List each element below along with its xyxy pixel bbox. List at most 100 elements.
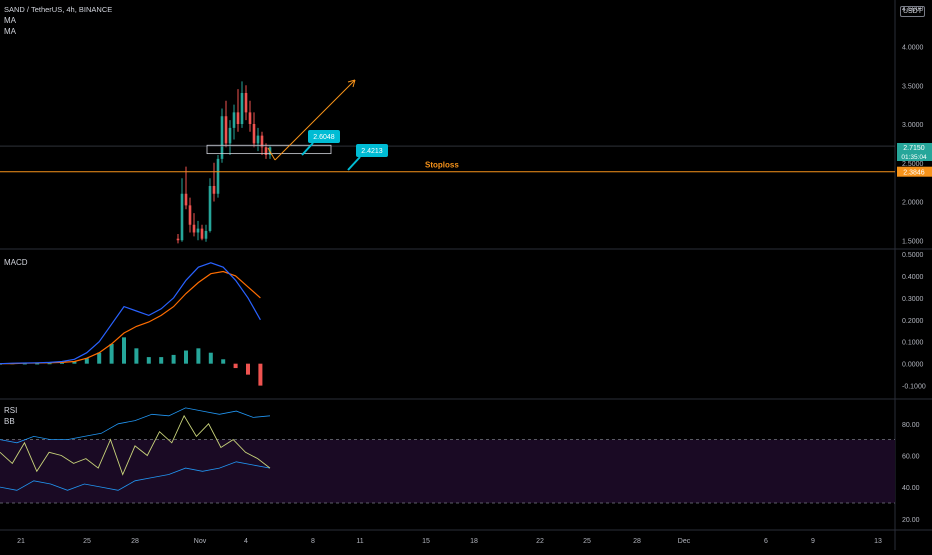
candle [240,93,244,124]
callout-text: 2.6048 [313,134,335,141]
macd-histogram-bar [233,363,238,369]
candle [252,124,256,144]
time-tick: 15 [422,538,430,545]
time-tick: 22 [536,538,544,545]
macd-histogram-bar [171,354,176,364]
candle [256,135,260,144]
candle [228,127,232,144]
macd-tick: 0.1000 [902,340,924,347]
price-tick: 1.5000 [902,238,924,245]
macd-histogram-bar [47,363,52,365]
candle [188,205,192,225]
candle [180,193,184,241]
time-tick: 18 [470,538,478,545]
candle [224,116,228,144]
current-price-value: 2.7150 [903,145,925,152]
candle [236,112,240,124]
ma-legend-1[interactable]: MA [4,16,16,25]
bb-legend[interactable]: BB [4,417,15,426]
macd-histogram-bar [208,352,213,364]
price-tick: 3.0000 [902,122,924,129]
macd-histogram-bar [97,352,102,364]
macd-line [0,262,261,365]
ma-legend-2[interactable]: MA [4,27,16,36]
candle [248,112,252,124]
rsi-tick: 40.00 [902,485,920,492]
candle [264,147,268,155]
bb-upper-line [0,407,271,444]
candle [212,186,216,194]
rsi-line [0,414,271,476]
macd-histogram-bar [22,363,27,365]
stoploss-tag-text: 2.3846 [903,170,925,177]
time-tick: 13 [874,538,882,545]
price-tick: 4.5000 [902,6,924,13]
price-tick: 2.5000 [902,161,924,168]
macd-histogram-bar [258,363,263,386]
time-tick: 11 [356,538,363,545]
macd-tick: 0.3000 [902,296,924,303]
callout-box [356,144,388,157]
macd-histogram-bar [184,350,188,364]
macd-histogram-bar [109,343,114,364]
signal-line [0,270,261,365]
callout-box [308,130,340,143]
macd-histogram-bar [35,363,40,365]
candle [192,224,196,233]
callout-pointer [347,156,361,171]
candle [176,238,180,241]
macd-histogram-bar [134,348,139,364]
macd-histogram-bar [221,359,226,364]
time-tick: 21 [17,538,25,545]
price-tick: 4.0000 [902,45,924,52]
drop-arrow [267,147,276,161]
callout-pointer [301,142,314,156]
time-tick: Nov [194,538,207,545]
candle [208,186,212,231]
rsi-legend[interactable]: RSI [4,406,18,415]
stoploss-tag [897,166,932,177]
countdown: 01:35:04 [901,154,927,161]
projection-arrow [274,79,356,161]
rsi-tick: 60.00 [902,453,920,460]
candle [184,193,188,206]
candle [232,112,236,128]
macd-legend[interactable]: MACD [4,258,28,267]
time-tick: 6 [764,538,768,545]
support-zone-box [206,144,332,155]
currency-label[interactable]: USDT [899,6,925,17]
arrowhead [347,79,356,88]
macd-tick: 0.5000 [902,252,924,259]
stoploss-text: Stoploss [425,161,459,170]
candle [196,228,200,233]
macd-histogram-bar [122,337,126,364]
candle [216,158,220,194]
time-tick: 8 [311,538,315,545]
macd-tick: 0.2000 [902,318,924,325]
current-price-tag [897,143,932,161]
macd-histogram-bar [159,357,164,364]
time-tick: Dec [678,538,691,545]
macd-histogram-bar [146,357,151,364]
time-tick: 25 [583,538,591,545]
candle [260,135,264,148]
candle [200,228,204,239]
symbol-title: SAND / TetherUS, 4h, BINANCE [4,5,113,14]
macd-tick: 0.0000 [902,362,924,369]
macd-tick: 0.4000 [902,274,924,281]
macd-histogram-bar [84,358,89,364]
time-tick: 25 [83,538,91,545]
rsi-tick: 80.00 [902,422,920,429]
time-tick: 9 [811,538,815,545]
price-tick: 2.0000 [902,200,924,207]
macd-histogram-bar [246,363,250,375]
time-tick: 4 [244,538,248,545]
time-tick: 28 [131,538,139,545]
candle [204,230,208,239]
time-tick: 28 [633,538,641,545]
rsi-tick: 20.00 [902,517,920,524]
callout-text: 2.4213 [361,148,383,155]
candle [244,93,248,113]
